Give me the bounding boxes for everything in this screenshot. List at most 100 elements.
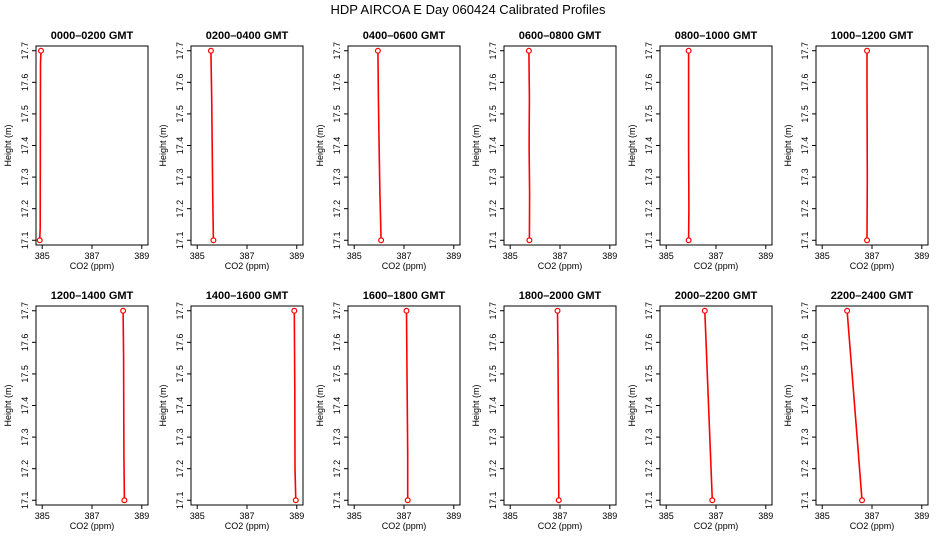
y-tick-label: 17.7 xyxy=(800,42,810,60)
y-tick-label: 17.4 xyxy=(488,137,498,155)
y-tick-label: 17.5 xyxy=(800,365,810,383)
panel-title: 1600–1800 GMT xyxy=(363,290,446,302)
x-tick-label: 389 xyxy=(602,511,617,521)
plot-frame xyxy=(816,46,928,245)
profile-line xyxy=(40,51,41,241)
data-point-marker xyxy=(865,48,870,53)
y-tick-label: 17.1 xyxy=(488,491,498,509)
y-tick-label: 17.7 xyxy=(800,302,810,320)
y-tick-label: 17.2 xyxy=(644,460,654,478)
panel-title: 0600–0800 GMT xyxy=(519,30,602,42)
plot-frame xyxy=(36,306,148,505)
y-axis-label: Height (m) xyxy=(315,384,325,426)
y-tick-label: 17.7 xyxy=(644,302,654,320)
x-tick-label: 385 xyxy=(347,511,362,521)
plot-frame xyxy=(191,306,303,505)
y-tick-label: 17.3 xyxy=(20,168,30,186)
y-tick-label: 17.1 xyxy=(20,491,30,509)
data-point-marker xyxy=(211,238,216,243)
y-axis-label: Height (m) xyxy=(627,124,637,166)
data-point-marker xyxy=(556,498,561,503)
y-tick-label: 17.7 xyxy=(175,42,185,60)
y-tick-label: 17.7 xyxy=(332,42,342,60)
x-axis-label: CO2 (ppm) xyxy=(225,521,270,531)
x-axis-label: CO2 (ppm) xyxy=(538,521,583,531)
y-tick-label: 17.4 xyxy=(20,397,30,415)
data-point-marker xyxy=(209,48,214,53)
x-tick-label: 387 xyxy=(84,511,99,521)
x-tick-label: 389 xyxy=(446,251,461,261)
y-tick-label: 17.6 xyxy=(488,74,498,92)
y-tick-label: 17.2 xyxy=(175,460,185,478)
panel-title: 0800–1000 GMT xyxy=(675,30,758,42)
plot-frame xyxy=(36,46,148,245)
data-point-marker xyxy=(404,308,409,313)
y-axis-label: Height (m) xyxy=(315,124,325,166)
panel-title: 0000–0200 GMT xyxy=(51,30,134,42)
data-point-marker xyxy=(375,48,380,53)
y-tick-label: 17.7 xyxy=(20,302,30,320)
x-tick-label: 385 xyxy=(815,251,830,261)
y-tick-label: 17.6 xyxy=(175,334,185,352)
x-axis-label: CO2 (ppm) xyxy=(850,261,895,271)
y-tick-label: 17.3 xyxy=(175,168,185,186)
y-tick-label: 17.5 xyxy=(488,365,498,383)
x-tick-label: 387 xyxy=(708,251,723,261)
y-tick-label: 17.2 xyxy=(332,460,342,478)
x-tick-label: 387 xyxy=(84,251,99,261)
x-tick-label: 389 xyxy=(914,511,929,521)
y-axis-label: Height (m) xyxy=(3,124,13,166)
y-tick-label: 17.5 xyxy=(800,105,810,123)
y-axis-label: Height (m) xyxy=(783,124,793,166)
y-tick-label: 17.4 xyxy=(175,397,185,415)
x-axis-label: CO2 (ppm) xyxy=(694,521,739,531)
y-tick-label: 17.2 xyxy=(644,200,654,218)
y-tick-label: 17.6 xyxy=(332,334,342,352)
y-tick-label: 17.2 xyxy=(20,460,30,478)
y-tick-label: 17.7 xyxy=(20,42,30,60)
x-tick-label: 387 xyxy=(552,251,567,261)
data-point-marker xyxy=(379,238,384,243)
profile-line xyxy=(294,311,296,501)
x-tick-label: 387 xyxy=(396,511,411,521)
y-tick-label: 17.3 xyxy=(175,428,185,446)
panel-title: 2200–2400 GMT xyxy=(831,290,914,302)
plot-frame xyxy=(816,306,928,505)
y-tick-label: 17.6 xyxy=(644,74,654,92)
y-tick-label: 17.3 xyxy=(644,168,654,186)
y-tick-label: 17.6 xyxy=(175,74,185,92)
y-tick-label: 17.2 xyxy=(800,460,810,478)
y-tick-label: 17.2 xyxy=(800,200,810,218)
y-tick-label: 17.3 xyxy=(488,168,498,186)
data-point-marker xyxy=(686,238,691,243)
y-tick-label: 17.6 xyxy=(20,334,30,352)
y-tick-label: 17.1 xyxy=(800,231,810,249)
y-axis-label: Height (m) xyxy=(3,384,13,426)
profile-line xyxy=(705,311,713,501)
y-tick-label: 17.7 xyxy=(488,302,498,320)
y-tick-label: 17.1 xyxy=(644,491,654,509)
y-tick-label: 17.5 xyxy=(332,365,342,383)
x-tick-label: 385 xyxy=(659,511,674,521)
y-tick-label: 17.6 xyxy=(20,74,30,92)
x-tick-label: 389 xyxy=(602,251,617,261)
data-point-marker xyxy=(845,308,850,313)
plot-frame xyxy=(348,46,460,245)
x-axis-label: CO2 (ppm) xyxy=(70,521,115,531)
y-tick-label: 17.6 xyxy=(644,334,654,352)
x-tick-label: 385 xyxy=(815,511,830,521)
y-tick-label: 17.3 xyxy=(644,428,654,446)
y-tick-label: 17.3 xyxy=(332,428,342,446)
y-tick-label: 17.4 xyxy=(644,137,654,155)
y-tick-label: 17.1 xyxy=(332,231,342,249)
y-tick-label: 17.2 xyxy=(488,200,498,218)
